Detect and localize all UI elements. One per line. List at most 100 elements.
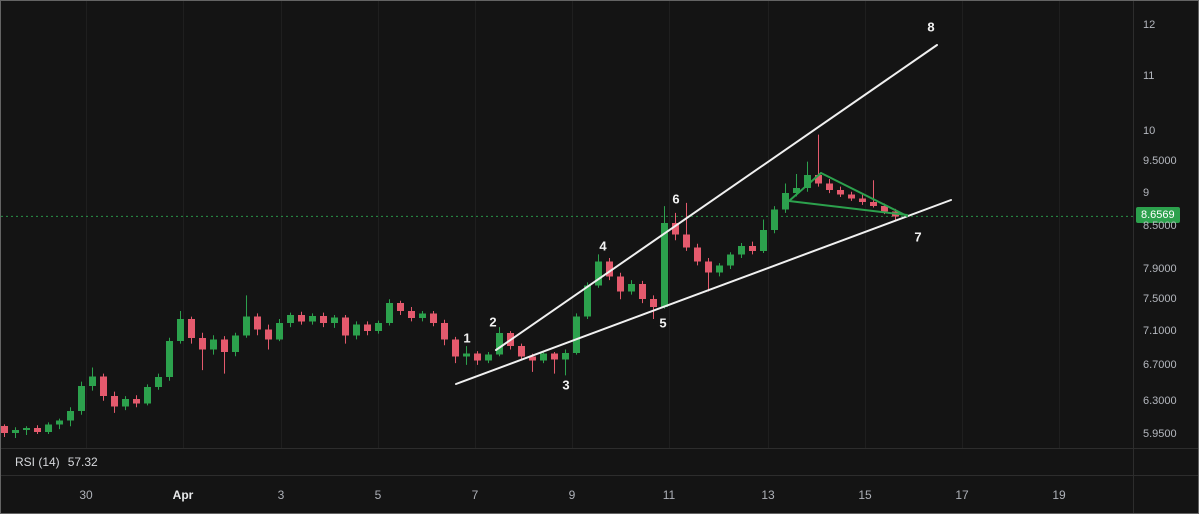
- candle: [595, 254, 602, 288]
- price-axis-label: 6.7000: [1143, 358, 1177, 371]
- candle: [452, 336, 459, 364]
- candle: [78, 381, 85, 415]
- candle: [232, 332, 239, 357]
- candle: [309, 313, 316, 325]
- candle-body: [155, 377, 162, 388]
- time-axis[interactable]: 30 Apr 3 5 7 9 11 13 15 17 19: [1, 476, 1133, 513]
- time-axis-label: 7: [471, 487, 479, 502]
- candle: [210, 335, 217, 355]
- candle-body: [694, 247, 701, 262]
- candle-body: [881, 206, 888, 212]
- candle-body: [34, 428, 41, 433]
- price-axis[interactable]: 8.6569 12 11 10 9.5000 9 8.5000 7.9000 7.5000 7.…: [1133, 1, 1198, 449]
- rsi-indicator-pane[interactable]: RSI (14) 57.32: [1, 449, 1133, 476]
- wave-label[interactable]: 5: [659, 315, 666, 330]
- time-axis-label: 19: [1052, 487, 1066, 502]
- candle-body: [188, 318, 195, 338]
- price-axis-label: 7.1000: [1143, 324, 1177, 337]
- candle: [320, 312, 327, 328]
- candle-body: [826, 183, 833, 190]
- candle-body: [210, 339, 217, 350]
- wave-label[interactable]: 8: [927, 19, 934, 34]
- candle: [639, 280, 646, 304]
- candle: [331, 314, 338, 328]
- candle-body: [243, 316, 250, 336]
- candle: [56, 418, 63, 430]
- candle-body: [661, 222, 668, 308]
- candle: [496, 327, 503, 357]
- candle: [342, 314, 349, 344]
- candle: [848, 191, 855, 201]
- candle: [397, 300, 404, 315]
- trendline[interactable]: [455, 199, 952, 385]
- candle-body: [639, 283, 646, 300]
- main-chart-pane[interactable]: 1 2 3 4 5 6 7 8: [1, 1, 1133, 449]
- candle-body: [650, 299, 657, 308]
- candle-body: [364, 324, 371, 332]
- candle: [254, 313, 261, 336]
- candle: [430, 311, 437, 327]
- price-axis-label: 8.5000: [1143, 220, 1177, 233]
- candle: [111, 391, 118, 413]
- price-axis-label: 5.9500: [1143, 428, 1177, 440]
- candle: [166, 337, 173, 381]
- candle-body: [540, 353, 547, 361]
- candle-body: [397, 303, 404, 312]
- time-axis-label: 17: [955, 487, 969, 502]
- rsi-axis-spacer: [1133, 449, 1198, 476]
- candle: [463, 346, 470, 365]
- wave-label[interactable]: 7: [914, 229, 921, 244]
- candle-body: [837, 189, 844, 195]
- candle: [628, 280, 635, 295]
- wave-label[interactable]: 6: [672, 191, 679, 206]
- trendline[interactable]: [495, 44, 938, 351]
- candle: [221, 336, 228, 374]
- candle-body: [672, 222, 679, 235]
- candle-body: [408, 311, 415, 319]
- candle-body: [848, 194, 855, 199]
- wave-label[interactable]: 4: [599, 238, 607, 253]
- candle-body: [485, 354, 492, 361]
- wave-label[interactable]: 1: [463, 330, 470, 345]
- candle-body: [254, 316, 261, 330]
- candle-body: [870, 202, 877, 207]
- candle: [804, 161, 811, 192]
- candle-body: [100, 376, 107, 397]
- candle-body: [232, 335, 239, 353]
- candle: [793, 173, 800, 197]
- trendline[interactable]: [788, 200, 908, 216]
- candle-body: [111, 396, 118, 407]
- wave-label[interactable]: 2: [489, 314, 496, 329]
- candle: [837, 186, 844, 197]
- candle-body: [166, 341, 173, 378]
- candle: [276, 318, 283, 342]
- candle: [683, 202, 690, 251]
- candle-body: [45, 424, 52, 433]
- candle-body: [177, 318, 184, 342]
- candle-body: [760, 229, 767, 251]
- candle: [859, 194, 866, 205]
- candle-body: [551, 353, 558, 360]
- price-axis-label: 9.5000: [1143, 155, 1177, 168]
- candle-body: [144, 387, 151, 404]
- trendline[interactable]: [820, 172, 908, 217]
- candle: [177, 311, 184, 344]
- candle: [408, 307, 415, 322]
- wave-label[interactable]: 3: [562, 377, 569, 392]
- candle: [485, 352, 492, 364]
- time-axis-label: 3: [277, 487, 285, 502]
- candle-body: [276, 323, 283, 340]
- candle: [727, 252, 734, 269]
- candlestick-chart[interactable]: 1 2 3 4 5 6 7 8: [1, 1, 1133, 449]
- candle: [738, 243, 745, 259]
- candle-body: [782, 193, 789, 210]
- candle: [353, 321, 360, 340]
- candle-body: [705, 261, 712, 273]
- candle-body: [518, 346, 525, 357]
- candle-body: [441, 323, 448, 340]
- trendline[interactable]: [788, 172, 822, 202]
- candle-body: [287, 314, 294, 324]
- candle: [716, 263, 723, 277]
- candle: [474, 351, 481, 365]
- candle-body: [309, 315, 316, 322]
